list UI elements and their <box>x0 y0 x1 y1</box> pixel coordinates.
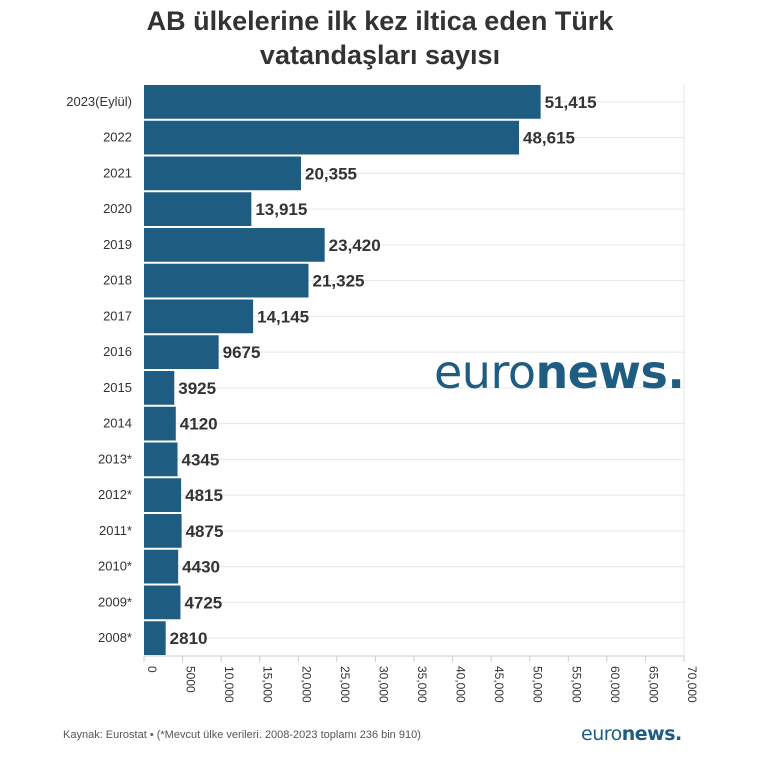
category-label: 2018 <box>103 273 132 288</box>
value-label: 4120 <box>180 415 218 434</box>
category-label: 2022 <box>103 130 132 145</box>
x-tick-label: 15,000 <box>261 666 275 703</box>
category-label: 2008* <box>98 630 132 645</box>
logo-text-light: euro <box>581 723 622 745</box>
bar <box>144 406 176 441</box>
logo-text-light: euro <box>434 345 536 399</box>
bar <box>144 263 309 298</box>
logo-text-bold: news. <box>535 345 685 399</box>
x-tick-label: 20,000 <box>299 666 313 703</box>
category-label: 2014 <box>103 416 132 431</box>
bar <box>144 120 520 155</box>
logo-text-bold: news. <box>621 723 683 745</box>
chart-title-line2: vatandaşları sayısı <box>259 40 501 70</box>
value-label: 4815 <box>185 486 223 505</box>
value-label: 4430 <box>182 558 220 577</box>
category-label: 2009* <box>98 594 132 609</box>
bar <box>144 335 219 369</box>
value-label: 4875 <box>186 522 224 541</box>
bar <box>144 549 179 584</box>
bar <box>144 478 182 512</box>
category-label: 2017 <box>103 308 132 323</box>
x-tick-label: 5000 <box>184 666 198 693</box>
bar <box>144 442 178 477</box>
category-label: 2023(Eylül) <box>66 94 132 109</box>
x-tick-label: 0 <box>145 666 159 673</box>
category-label: 2016 <box>103 344 132 359</box>
value-label: 13,915 <box>255 200 307 219</box>
category-label: 2011* <box>99 523 132 538</box>
category-label: 2015 <box>103 380 132 395</box>
category-label: 2019 <box>103 237 132 252</box>
bar <box>144 228 325 262</box>
value-label: 20,355 <box>305 164 357 183</box>
x-tick-label: 65,000 <box>646 666 660 703</box>
x-tick-label: 60,000 <box>608 666 622 703</box>
category-label: 2013* <box>98 451 132 466</box>
x-tick-label: 10,000 <box>222 666 236 703</box>
chart-title: AB ülkelerine ilk kez iltica eden Türk v… <box>0 4 760 72</box>
x-tick-label: 40,000 <box>454 666 468 703</box>
bar <box>144 371 175 405</box>
value-label: 51,415 <box>545 93 597 112</box>
bar <box>144 514 182 548</box>
category-label: 2020 <box>103 201 132 216</box>
value-label: 14,145 <box>257 307 309 326</box>
x-tick-label: 35,000 <box>415 666 429 703</box>
bar <box>144 192 252 226</box>
bar <box>144 621 166 655</box>
value-label: 2810 <box>170 629 208 648</box>
value-label: 21,325 <box>313 272 365 291</box>
value-label: 4725 <box>184 593 222 612</box>
category-label: 2010* <box>98 559 132 574</box>
bar <box>144 585 181 620</box>
category-label: 2021 <box>103 165 132 180</box>
category-label: 2012* <box>98 487 132 502</box>
x-tick-label: 50,000 <box>531 666 545 703</box>
chart-title-line1: AB ülkelerine ilk kez iltica eden Türk <box>146 6 614 36</box>
value-label: 4345 <box>182 450 220 469</box>
value-label: 3925 <box>178 379 216 398</box>
value-label: 48,615 <box>523 129 575 148</box>
x-tick-label: 55,000 <box>569 666 583 703</box>
x-tick-label: 30,000 <box>376 666 390 703</box>
bar <box>144 299 254 334</box>
bar <box>144 85 541 119</box>
euronews-logo-watermark: euronews. <box>434 344 685 400</box>
euronews-logo-footer[interactable]: euronews. <box>581 721 682 747</box>
source-note: Kaynak: Eurostat • (*Mevcut ülke veriler… <box>63 729 421 741</box>
bar <box>144 156 302 191</box>
value-label: 9675 <box>223 343 261 362</box>
x-tick-label: 70,000 <box>685 666 699 703</box>
value-label: 23,420 <box>329 236 381 255</box>
x-tick-label: 45,000 <box>492 666 506 703</box>
x-tick-label: 25,000 <box>338 666 352 703</box>
